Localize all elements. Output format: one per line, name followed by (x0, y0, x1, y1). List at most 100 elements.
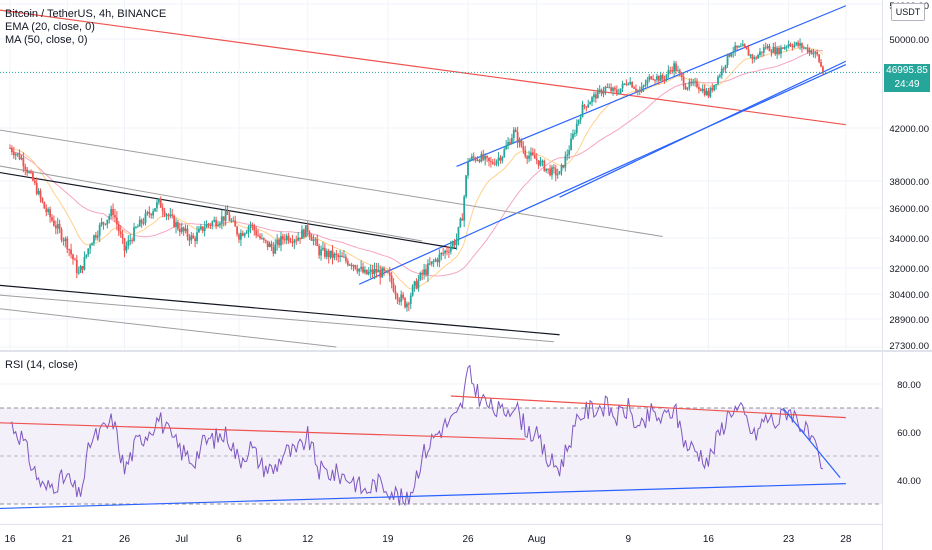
candle-body[interactable] (734, 45, 737, 52)
candle-body[interactable] (251, 224, 254, 226)
candle-body[interactable] (444, 250, 446, 254)
candle-body[interactable] (421, 272, 424, 275)
candle-body[interactable] (367, 271, 370, 275)
candle-body[interactable] (344, 256, 347, 261)
candle-body[interactable] (459, 218, 462, 227)
candle-body[interactable] (312, 239, 315, 241)
candle-body[interactable] (560, 165, 563, 172)
candle-body[interactable] (593, 94, 595, 98)
candle-body[interactable] (583, 104, 586, 107)
candle-body[interactable] (404, 297, 406, 308)
candle-body[interactable] (688, 81, 691, 88)
candle-body[interactable] (259, 235, 261, 239)
candle-body[interactable] (478, 159, 481, 162)
candle-body[interactable] (348, 264, 351, 266)
candle-body[interactable] (768, 46, 771, 52)
candle-body[interactable] (400, 294, 403, 302)
candle-body[interactable] (573, 133, 576, 135)
candle-body[interactable] (608, 87, 611, 89)
candle-body[interactable] (154, 208, 156, 212)
candle-body[interactable] (360, 266, 363, 269)
candle-body[interactable] (509, 142, 511, 144)
candle-body[interactable] (278, 239, 280, 246)
candle-body[interactable] (585, 106, 588, 108)
candle-body[interactable] (81, 266, 84, 270)
candle-body[interactable] (801, 43, 803, 48)
candle-body[interactable] (35, 182, 38, 194)
candle-body[interactable] (119, 231, 122, 234)
candle-body[interactable] (364, 269, 366, 273)
candle-body[interactable] (648, 76, 651, 80)
price-pane[interactable] (0, 0, 882, 350)
candle-body[interactable] (188, 236, 191, 241)
candle-body[interactable] (165, 214, 168, 216)
candle-body[interactable] (650, 76, 653, 80)
candle-body[interactable] (243, 233, 246, 236)
candle-body[interactable] (209, 224, 212, 226)
candle-body[interactable] (297, 237, 300, 241)
candle-body[interactable] (766, 46, 769, 48)
candle-body[interactable] (675, 63, 677, 72)
candle-body[interactable] (749, 54, 752, 56)
candle-body[interactable] (369, 269, 372, 272)
candle-body[interactable] (234, 220, 237, 227)
candle-body[interactable] (743, 44, 746, 48)
candle-body[interactable] (22, 157, 25, 167)
candle-body[interactable] (694, 81, 696, 83)
candle-body[interactable] (390, 275, 393, 284)
candle-body[interactable] (217, 225, 219, 227)
candle-body[interactable] (94, 235, 97, 238)
candle-body[interactable] (276, 239, 279, 245)
candle-body[interactable] (352, 265, 355, 267)
candle-body[interactable] (656, 76, 658, 80)
candle-body[interactable] (70, 249, 72, 255)
candle-body[interactable] (365, 269, 368, 275)
candle-body[interactable] (11, 147, 13, 153)
trendline-gray[interactable] (0, 307, 337, 348)
candle-body[interactable] (417, 279, 420, 289)
candle-body[interactable] (604, 86, 607, 92)
candle-body[interactable] (245, 232, 248, 234)
candle-body[interactable] (339, 255, 342, 258)
candle-body[interactable] (383, 268, 385, 272)
candle-body[interactable] (654, 79, 656, 81)
candle-body[interactable] (793, 44, 796, 48)
candle-body[interactable] (501, 156, 504, 161)
candle-body[interactable] (514, 129, 517, 132)
symbol-title[interactable]: Bitcoin / TetherUS, 4h, BINANCE (5, 8, 167, 20)
candle-body[interactable] (646, 79, 649, 85)
candle-body[interactable] (18, 153, 21, 160)
candle-body[interactable] (505, 145, 508, 150)
candle-body[interactable] (281, 236, 284, 240)
candle-body[interactable] (545, 168, 548, 171)
candle-body[interactable] (133, 227, 135, 241)
candle-body[interactable] (623, 83, 626, 85)
candle-body[interactable] (299, 237, 301, 239)
candle-body[interactable] (680, 73, 683, 78)
candle-body[interactable] (533, 154, 536, 159)
candle-body[interactable] (268, 243, 271, 248)
candle-body[interactable] (213, 219, 216, 222)
candle-body[interactable] (215, 219, 217, 226)
candle-body[interactable] (715, 84, 717, 86)
trendline-gray[interactable] (0, 128, 663, 237)
candle-body[interactable] (52, 220, 55, 226)
candle-body[interactable] (115, 217, 118, 225)
candle-body[interactable] (323, 247, 326, 257)
candle-body[interactable] (327, 250, 330, 258)
candle-body[interactable] (224, 211, 227, 221)
candle-body[interactable] (552, 167, 555, 169)
candle-body[interactable] (144, 213, 147, 223)
candle-body[interactable] (43, 202, 46, 209)
candle-body[interactable] (100, 222, 103, 225)
candle-body[interactable] (661, 75, 664, 80)
candle-body[interactable] (484, 155, 487, 160)
candle-body[interactable] (385, 270, 387, 272)
candle-body[interactable] (705, 90, 708, 96)
candle-body[interactable] (692, 81, 695, 84)
candle-body[interactable] (33, 180, 36, 183)
candle-body[interactable] (157, 198, 160, 203)
candle-body[interactable] (497, 157, 500, 161)
candle-body[interactable] (87, 248, 90, 255)
candle-body[interactable] (772, 46, 775, 53)
